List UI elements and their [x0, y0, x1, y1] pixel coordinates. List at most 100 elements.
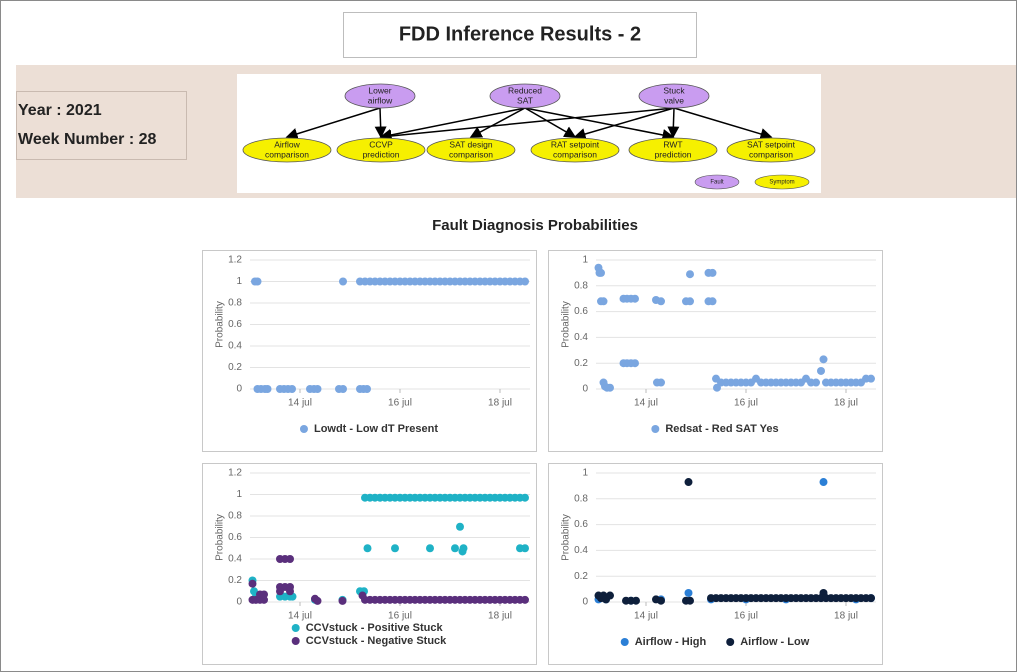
x-tick-label: 18 jul: [488, 611, 512, 622]
title-box: [343, 12, 697, 58]
page-title: FDD Inference Results - 2: [399, 23, 641, 45]
y-tick-label: 0.2: [574, 358, 588, 369]
y-tick-label: 1: [236, 276, 242, 287]
y-tick-label: 0.2: [228, 575, 242, 586]
data-point: [817, 366, 825, 375]
chart: 0 0.2 0.4 0.6 0.8 1 14 jul 16 jul 18 jul Probabil…: [548, 463, 883, 665]
y-tick-label: 1.2: [228, 255, 242, 266]
y-tick-label: 0: [582, 384, 588, 395]
fault-label: Stuck: [663, 85, 685, 95]
y-tick-label: 0.2: [574, 571, 588, 582]
edge: [379, 107, 526, 141]
legend-label: Airflow - High: [635, 636, 707, 648]
data-point: [521, 277, 529, 286]
chart-panel: [548, 250, 883, 452]
year-label: Year : 2021: [18, 102, 102, 119]
data-point: [632, 596, 640, 605]
x-tick-label: 18 jul: [834, 611, 858, 622]
legend-label: Airflow - Low: [740, 636, 809, 648]
edge: [374, 107, 387, 139]
y-axis-title: Probability: [561, 301, 572, 348]
data-point: [599, 297, 608, 306]
symptom-label: CCVP: [369, 139, 393, 149]
data-point: [684, 478, 693, 487]
y-tick-label: 0.8: [228, 298, 242, 309]
y-tick-label: 0.8: [574, 280, 588, 291]
legend-swatch: [299, 425, 308, 433]
symptom-label: RWT: [663, 139, 682, 149]
symptom-node: [530, 137, 620, 163]
data-point: [686, 596, 694, 605]
fault-label: SAT: [517, 95, 533, 105]
x-tick-label: 16 jul: [388, 398, 412, 409]
y-tick-label: 0.4: [574, 545, 588, 556]
data-point: [521, 493, 529, 502]
legend-swatch: [651, 425, 660, 433]
x-tick-label: 14 jul: [288, 398, 312, 409]
fault-node: [344, 83, 416, 109]
data-point: [686, 270, 694, 279]
y-tick-label: 1: [236, 489, 242, 500]
fault-node: [489, 83, 561, 109]
y-axis-title: Probability: [215, 514, 226, 561]
fault-label: Reduced: [508, 85, 542, 95]
chart-panel: [548, 463, 883, 665]
data-point: [657, 596, 665, 605]
edge: [524, 107, 675, 141]
symptom-label: Airflow: [274, 139, 300, 149]
data-point: [339, 385, 347, 393]
y-tick-label: 0: [582, 597, 588, 608]
data-point: [451, 544, 459, 553]
x-tick-label: 14 jul: [634, 611, 658, 622]
data-point: [286, 555, 294, 563]
x-tick-label: 16 jul: [734, 398, 758, 409]
data-point: [521, 595, 529, 604]
symptom-node: [628, 137, 718, 163]
y-axis-title: Probability: [561, 514, 572, 561]
info-box: [16, 91, 187, 160]
symptom-node: [426, 137, 516, 163]
x-tick-label: 18 jul: [488, 398, 512, 409]
bayesian-network: LowerairflowReducedSATStuckvalveAirflowc…: [242, 83, 816, 190]
data-point: [686, 297, 694, 306]
week-label: Week Number : 28: [18, 131, 157, 148]
data-point: [286, 587, 294, 596]
edge: [379, 107, 675, 142]
data-point: [684, 588, 693, 597]
y-tick-label: 0.8: [574, 493, 588, 504]
data-point: [812, 378, 820, 387]
legend-swatch: [291, 624, 300, 632]
y-tick-label: 0.4: [228, 554, 242, 565]
data-point: [426, 544, 434, 553]
y-tick-label: 0: [236, 384, 242, 395]
symptom-label: prediction: [363, 149, 400, 159]
data-point: [631, 359, 639, 368]
y-tick-label: 0.4: [574, 332, 588, 343]
y-tick-label: 0: [236, 597, 242, 608]
data-point: [253, 277, 262, 286]
symptom-label: SAT setpoint: [747, 139, 796, 149]
data-point: [708, 268, 717, 277]
y-tick-label: 0.2: [228, 362, 242, 373]
legend-swatch: [620, 638, 629, 646]
charts: 0 0.2 0.4 0.6 0.8 1 1.2 14 jul 16 jul 18 jul Proba…: [202, 250, 883, 665]
symptom-node: [336, 137, 426, 163]
legend-label: CCVstuck - Negative Stuck: [306, 635, 447, 647]
symptom-label: comparison: [553, 149, 597, 159]
data-point: [313, 385, 322, 393]
x-tick-label: 18 jul: [834, 398, 858, 409]
symptom-label: SAT design: [449, 139, 492, 149]
y-tick-label: 1: [582, 468, 588, 479]
data-point: [288, 385, 296, 393]
data-point: [363, 385, 371, 393]
chart: 0 0.2 0.4 0.6 0.8 1 1.2 14 jul 16 jul 18 jul Proba…: [202, 250, 537, 452]
symptom-label: comparison: [749, 149, 793, 159]
data-point: [606, 383, 614, 392]
chart: 0 0.2 0.4 0.6 0.8 1 14 jul 16 jul 18 jul Probabil…: [548, 250, 883, 452]
data-point: [263, 385, 272, 393]
data-point: [606, 591, 614, 600]
fault-node: [638, 83, 710, 109]
legend-label: Redsat - Red SAT Yes: [665, 423, 778, 435]
data-point: [631, 294, 639, 303]
